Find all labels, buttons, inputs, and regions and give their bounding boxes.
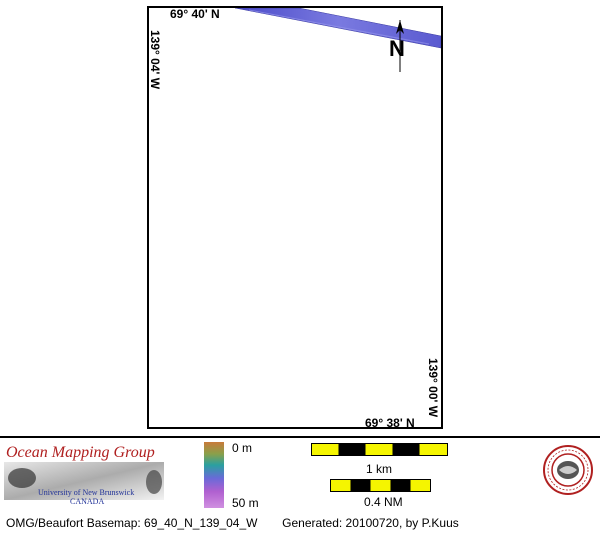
depth-bottom-label: 50 m — [232, 496, 259, 510]
top-latitude-label: 69° 40' N — [170, 7, 220, 21]
left-longitude-label: 139° 04' W — [148, 30, 162, 90]
north-arrow-icon — [396, 20, 404, 72]
map-frame: N — [147, 6, 443, 429]
scale-bar-km-label: 1 km — [366, 462, 393, 476]
legend-divider — [0, 436, 600, 438]
footer-basemap: OMG/Beaufort Basemap: 69_40_N_139_04_W — [6, 516, 258, 530]
scale-bar-nm — [330, 479, 431, 492]
omg-logo-graphic — [4, 462, 164, 500]
omg-logo-university: University of New Brunswick — [38, 488, 135, 497]
bottom-latitude-label: 69° 38' N — [365, 416, 415, 430]
map-canvas — [234, 8, 441, 72]
bathymetry-swath — [234, 8, 441, 49]
north-arrow-label: N — [389, 36, 405, 61]
right-longitude-label: 139° 00' W — [426, 358, 440, 418]
depth-top-label: 0 m — [232, 441, 253, 455]
depth-color-bar — [204, 442, 224, 508]
footer: OMG/Beaufort Basemap: 69_40_N_139_04_W G… — [6, 516, 459, 530]
scale-bar-nm-label: 0.4 NM — [364, 495, 403, 509]
scale-bar-km — [311, 443, 448, 456]
unb-seal-icon — [543, 445, 593, 495]
omg-logo-title: Ocean Mapping Group — [6, 444, 155, 461]
footer-generated: Generated: 20100720, by P.Kuus — [282, 516, 459, 530]
omg-logo-country: CANADA — [70, 497, 105, 506]
